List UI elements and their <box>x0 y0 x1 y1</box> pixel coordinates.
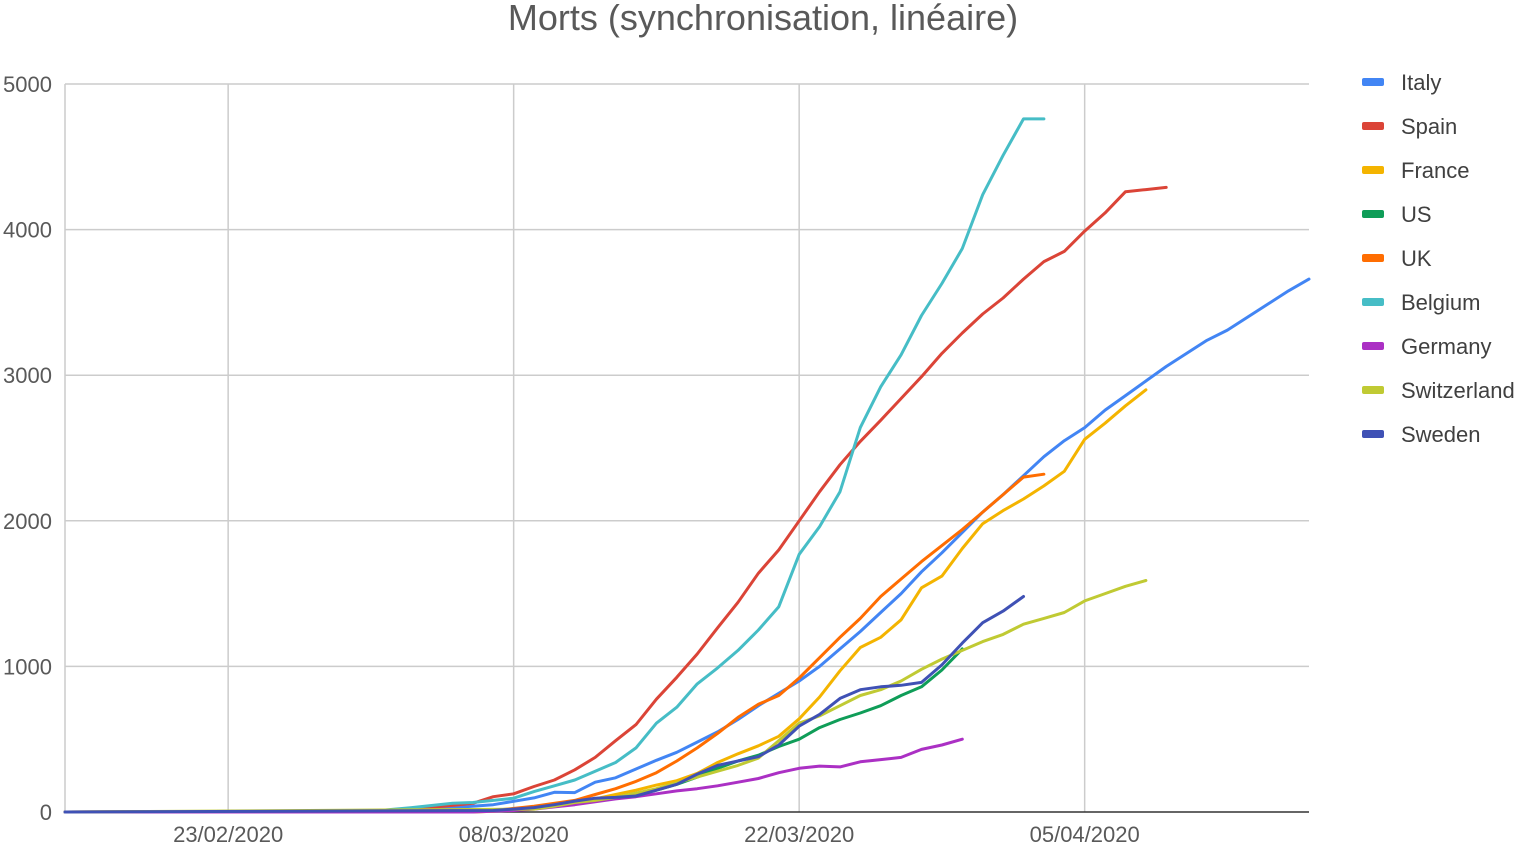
series-line-switzerland <box>63 579 1148 814</box>
legend-swatch <box>1362 386 1384 394</box>
y-tick-label: 4000 <box>3 218 52 243</box>
legend-swatch <box>1362 254 1384 262</box>
legend-swatch <box>1362 430 1384 438</box>
legend-label: UK <box>1401 246 1432 271</box>
legend-swatch <box>1362 122 1384 130</box>
grid-layer: 0 1000 2000 3000 4000 5000 23/02/2020 08/03/202… <box>3 72 1309 847</box>
x-tick-label: 23/02/2020 <box>173 822 283 847</box>
series-line-uk <box>63 472 1046 814</box>
series-layer <box>63 117 1311 814</box>
legend-swatch <box>1362 342 1384 350</box>
x-tick-label: 08/03/2020 <box>459 822 569 847</box>
legend-swatch <box>1362 78 1384 86</box>
x-tick-label: 22/03/2020 <box>744 822 854 847</box>
legend-swatch <box>1362 210 1384 218</box>
legend-label: Belgium <box>1401 290 1480 315</box>
series-line-italy <box>63 277 1311 814</box>
legend-swatch <box>1362 298 1384 306</box>
y-tick-label: 0 <box>40 800 52 825</box>
series-line-sweden <box>63 595 1025 814</box>
y-tick-label: 3000 <box>3 363 52 388</box>
chart-title: Morts (synchronisation, linéaire) <box>508 0 1018 38</box>
legend-label: Sweden <box>1401 422 1481 447</box>
legend-label: Spain <box>1401 114 1457 139</box>
x-tick-label: 05/04/2020 <box>1030 822 1140 847</box>
series-line-spain <box>63 185 1168 814</box>
legend-label: Switzerland <box>1401 378 1515 403</box>
series-line-belgium <box>63 117 1046 814</box>
y-tick-label: 5000 <box>3 72 52 97</box>
legend-swatch <box>1362 166 1384 174</box>
legend-label: France <box>1401 158 1469 183</box>
legend-label: US <box>1401 202 1432 227</box>
legend: Italy Spain France US UK Belgium Germany Switze… <box>1362 70 1515 447</box>
y-tick-label: 1000 <box>3 654 52 679</box>
legend-label: Germany <box>1401 334 1491 359</box>
legend-label: Italy <box>1401 70 1441 95</box>
y-tick-label: 2000 <box>3 509 52 534</box>
